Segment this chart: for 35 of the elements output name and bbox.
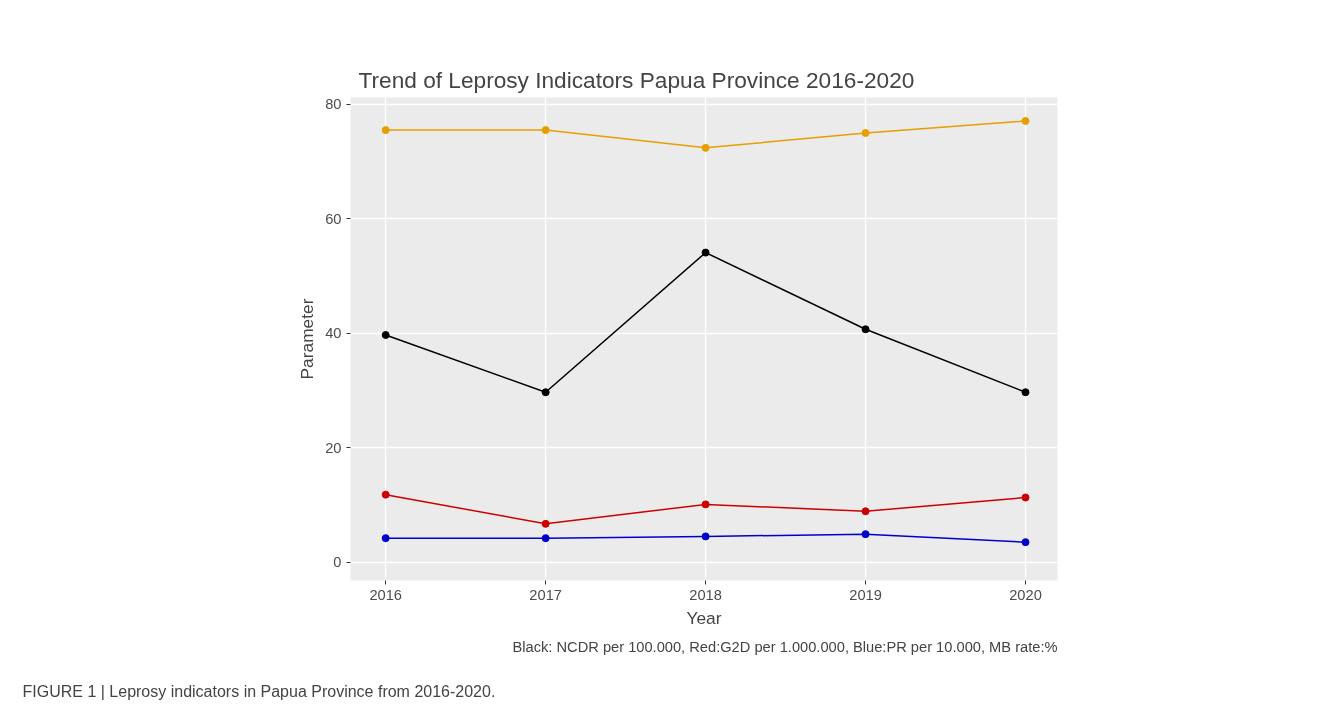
point bbox=[861, 128, 870, 137]
point bbox=[541, 388, 550, 397]
y-tick-label: 40 bbox=[325, 325, 342, 342]
point bbox=[381, 490, 390, 499]
x-tick-label: 2018 bbox=[689, 586, 722, 603]
x-axis-title: Year bbox=[686, 607, 722, 628]
x-tick-label: 2017 bbox=[529, 586, 562, 603]
y-axis-title: Parameter bbox=[297, 298, 318, 380]
y-tick-label: 0 bbox=[333, 554, 342, 571]
chart-title: Trend of Leprosy Indicators Papua Province 2016-2020 bbox=[358, 66, 915, 93]
point bbox=[701, 248, 710, 257]
y-tick-label: 80 bbox=[325, 96, 342, 113]
y-tick-label: 20 bbox=[325, 439, 342, 456]
point bbox=[541, 519, 550, 528]
point bbox=[1021, 538, 1030, 547]
point bbox=[861, 325, 870, 334]
point bbox=[541, 534, 550, 543]
x-tick-label: 2019 bbox=[849, 586, 882, 603]
point bbox=[701, 532, 710, 541]
x-tick-label: 2020 bbox=[1009, 586, 1042, 603]
text: Black: NCDR per 100.000, Red:G2D per 1.000.000, Blue:PR per 10.000, MB rate:% bbox=[512, 638, 1058, 655]
point bbox=[861, 507, 870, 516]
y-tick-label: 60 bbox=[325, 210, 342, 227]
point bbox=[701, 500, 710, 509]
point bbox=[701, 143, 710, 152]
point bbox=[861, 530, 870, 539]
point bbox=[381, 126, 390, 135]
caption: FIGURE 1 | Leprosy indicators in Papua Province from 2016-2020. bbox=[22, 682, 496, 700]
point bbox=[381, 331, 390, 339]
point bbox=[1021, 388, 1030, 397]
point bbox=[381, 534, 390, 543]
point bbox=[1021, 116, 1030, 125]
x-tick-label: 2016 bbox=[369, 586, 402, 603]
point bbox=[1021, 493, 1030, 502]
point bbox=[541, 126, 550, 135]
